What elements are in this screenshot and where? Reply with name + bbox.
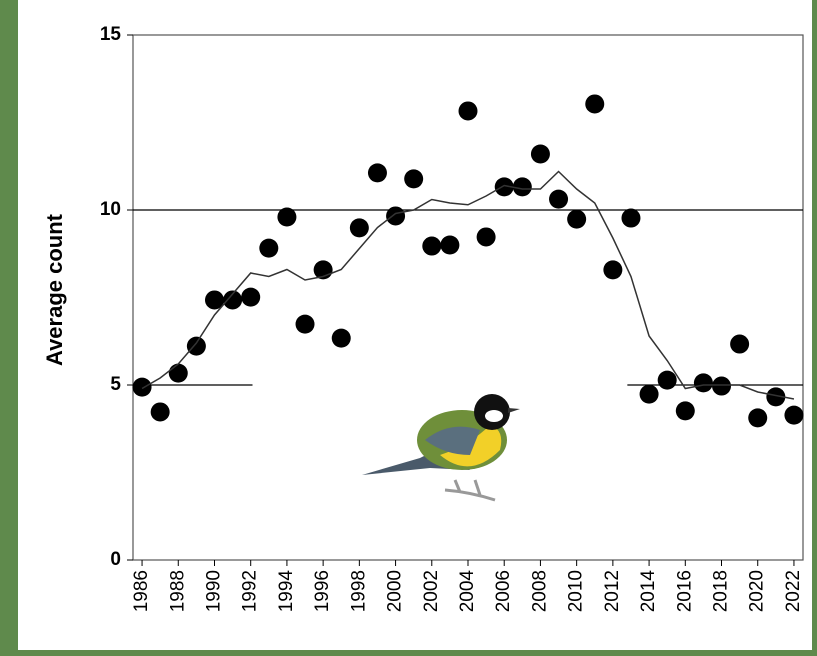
data-point	[748, 408, 768, 428]
data-point	[404, 169, 424, 189]
data-point	[567, 209, 587, 229]
x-tick-label: 2022	[783, 570, 804, 612]
data-point	[458, 101, 478, 121]
x-tick-label: 1986	[131, 570, 152, 612]
x-tick-label: 2002	[421, 570, 442, 612]
y-tick-label: 5	[110, 374, 121, 395]
x-tick-label: 1992	[240, 570, 261, 612]
x-tick-label: 2012	[602, 570, 623, 612]
data-point	[367, 163, 387, 183]
x-tick-label: 1988	[167, 570, 188, 612]
x-tick-label: 1990	[204, 570, 225, 612]
x-tick-label: 2008	[529, 570, 550, 612]
data-point	[621, 208, 641, 228]
data-point	[494, 177, 514, 197]
x-tick-label: 2018	[711, 570, 732, 612]
data-point	[657, 370, 677, 390]
data-point	[186, 336, 206, 356]
data-point	[223, 290, 243, 310]
x-tick-label: 1998	[348, 570, 369, 612]
x-tick-label: 2010	[566, 570, 587, 612]
data-point	[712, 376, 732, 396]
x-tick-label: 2014	[638, 570, 659, 613]
data-point	[241, 287, 261, 307]
data-point	[422, 236, 442, 256]
x-tick-label: 1996	[312, 570, 333, 612]
y-axis-label: Average count	[42, 213, 67, 366]
data-point	[204, 290, 224, 310]
data-point	[766, 387, 786, 407]
data-point	[512, 177, 532, 197]
x-tick-label: 2016	[674, 570, 695, 612]
x-tick-label: 2006	[493, 570, 514, 612]
data-point	[784, 405, 804, 425]
data-point	[277, 207, 297, 227]
x-tick-label: 2004	[457, 570, 478, 613]
data-point	[603, 260, 623, 280]
x-tick-label: 2000	[385, 570, 406, 612]
y-tick-label: 15	[100, 24, 122, 45]
data-point	[440, 235, 460, 255]
data-point	[349, 218, 369, 238]
x-tick-label: 2020	[747, 570, 768, 612]
data-point	[295, 314, 315, 334]
data-point	[693, 373, 713, 393]
data-point	[132, 377, 152, 397]
bird-illustration	[362, 394, 520, 502]
data-point	[259, 238, 279, 258]
data-point	[530, 144, 550, 164]
data-point	[675, 401, 695, 421]
data-point	[639, 384, 659, 404]
panel	[18, 0, 812, 650]
trend-line	[141, 170, 795, 400]
y-tick-label: 0	[110, 549, 121, 570]
data-point	[730, 334, 750, 354]
data-point	[386, 206, 406, 226]
data-point	[585, 94, 605, 114]
data-point	[168, 363, 188, 383]
x-tick-label: 1994	[276, 570, 297, 613]
data-point	[476, 227, 496, 247]
y-tick-label: 10	[100, 199, 121, 220]
data-point	[150, 402, 170, 422]
data-point	[549, 189, 569, 209]
data-point	[331, 328, 351, 348]
